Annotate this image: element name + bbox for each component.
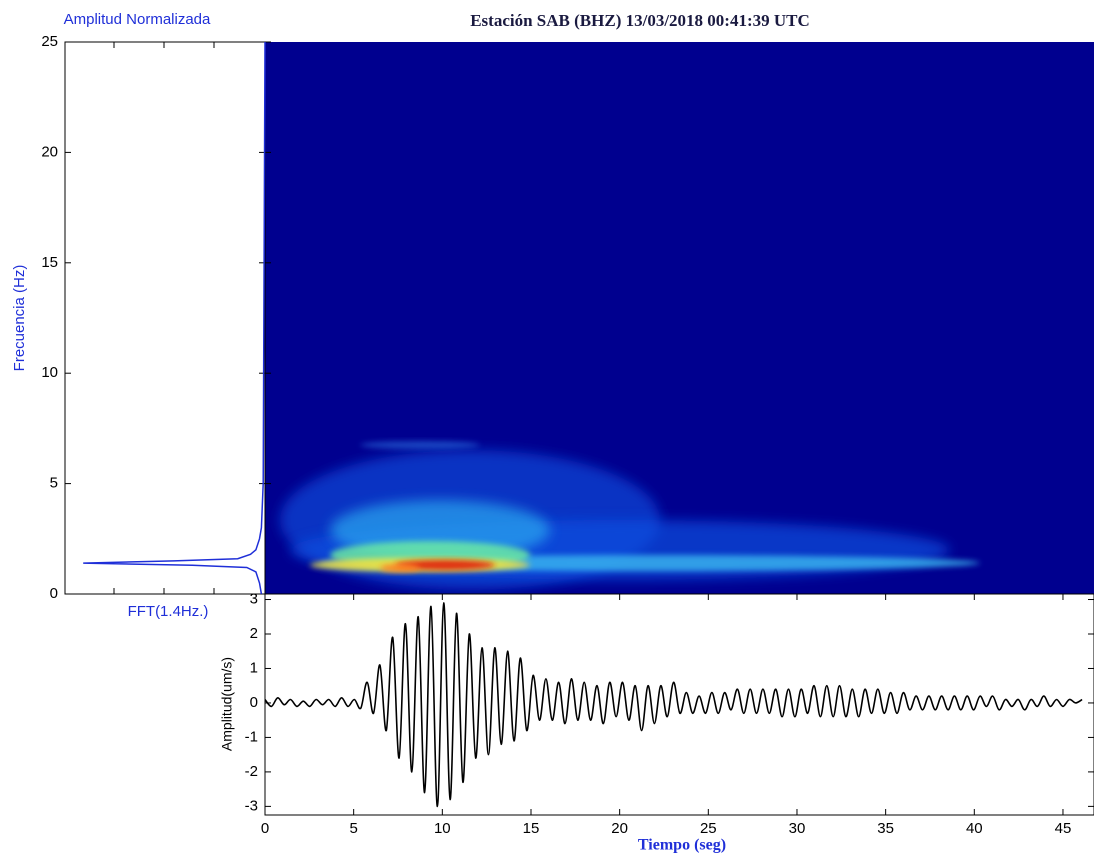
x-tick-label: 15 xyxy=(523,820,540,837)
x-tick-label: 35 xyxy=(877,820,894,837)
y-tick-label: 0 xyxy=(250,694,258,711)
y-tick-label: -3 xyxy=(245,797,258,814)
y-tick-label: 10 xyxy=(41,364,58,381)
x-tick-label: 0 xyxy=(261,820,269,837)
wave-y-label: Amplitud(um/s) xyxy=(219,657,235,751)
x-tick-label: 40 xyxy=(966,820,983,837)
y-tick-label: 15 xyxy=(41,254,58,271)
fft-x-ticks xyxy=(113,42,215,594)
fft-frame xyxy=(64,41,266,595)
y-tick-label: -2 xyxy=(245,763,258,780)
spectrogram-image xyxy=(265,42,1094,594)
wave-x-label: Tiempo (seg) xyxy=(638,837,726,854)
y-tick-label: 0 xyxy=(50,585,58,602)
fft-title: Amplitud Normalizada xyxy=(64,11,211,28)
x-tick-label: 5 xyxy=(349,820,357,837)
y-tick-label: 25 xyxy=(41,33,58,50)
y-tick-label: -1 xyxy=(245,728,258,745)
wave-frame xyxy=(264,593,1094,816)
fft-line xyxy=(83,41,266,595)
y-tick-label: 20 xyxy=(41,143,58,160)
fft-y-label: Frecuencia (Hz) xyxy=(11,265,28,372)
x-tick-label: 45 xyxy=(1055,820,1072,837)
y-tick-label: 5 xyxy=(50,475,58,492)
fft-x-label: FFT(1.4Hz.) xyxy=(128,603,209,620)
y-tick-label: 3 xyxy=(250,590,258,607)
x-tick-label: 25 xyxy=(700,820,717,837)
chart-title: Estación SAB (BHZ) 13/03/2018 00:41:39 U… xyxy=(470,11,810,30)
y-tick-label: 1 xyxy=(250,659,258,676)
x-tick-label: 20 xyxy=(611,820,628,837)
x-tick-label: 10 xyxy=(434,820,451,837)
waveform xyxy=(264,602,1083,808)
x-tick-label: 30 xyxy=(789,820,806,837)
y-tick-label: 2 xyxy=(250,625,258,642)
